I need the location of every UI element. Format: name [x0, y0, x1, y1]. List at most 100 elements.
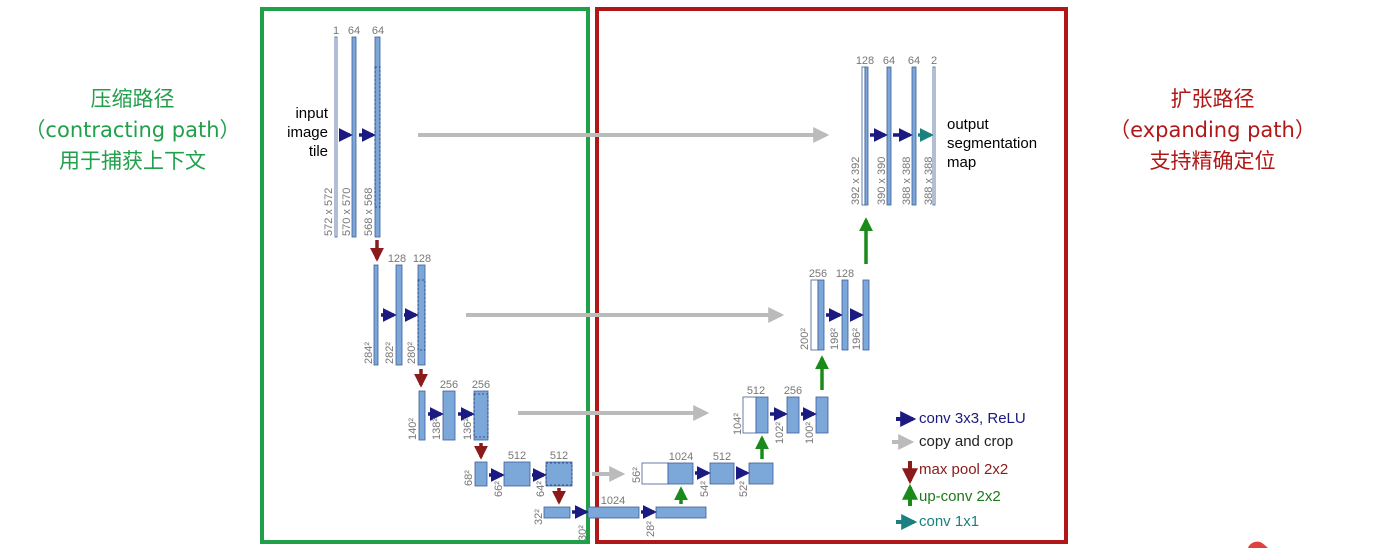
size-label: 30² [577, 525, 589, 541]
feature-map-u3-a [786, 396, 800, 434]
channel-label: 1024 [669, 451, 693, 463]
channel-label: 128 [836, 268, 854, 280]
size-label: 388 x 388 [923, 157, 935, 205]
size-label: 570 x 570 [341, 188, 353, 236]
size-label: 572 x 572 [323, 188, 335, 236]
contracting-path-frame [260, 7, 590, 544]
legend-conv-label: conv 3x3, ReLU [919, 410, 1026, 427]
size-label: 56² [631, 467, 643, 483]
size-label: 28² [645, 521, 657, 537]
feature-map-u2-copied [810, 279, 819, 351]
size-label: 64² [535, 481, 547, 497]
channel-label: 256 [809, 268, 827, 280]
channel-label: 256 [784, 385, 802, 397]
size-label: 102² [774, 422, 786, 444]
channel-label: 1024 [601, 495, 625, 507]
feature-map-u4-b [748, 462, 774, 485]
legend-pool-label: max pool 2x2 [919, 461, 1009, 478]
feature-map-u3-up [755, 396, 769, 434]
size-label: 282² [384, 342, 396, 364]
corner-mark [1248, 541, 1268, 548]
size-label: 568 x 568 [363, 188, 375, 236]
channel-labels: 1 64 64 128 128 256 256 512 512 1024 102… [333, 25, 937, 507]
legend-conv1x1-label: conv 1x1 [919, 513, 980, 530]
channel-label: 512 [747, 385, 765, 397]
feature-map-u1-up [864, 66, 869, 206]
feature-map-u4-up [667, 462, 694, 485]
channel-label: 256 [472, 379, 490, 391]
feature-map-u1-copied [861, 66, 866, 206]
size-label: 280² [406, 342, 418, 364]
feature-map-u4-copied [641, 462, 669, 485]
size-label: 100² [804, 422, 816, 444]
feature-map-l2-a [395, 264, 403, 366]
channel-label: 512 [508, 450, 526, 462]
feature-map-l3-b [473, 390, 489, 441]
feature-map-u2-up [817, 279, 825, 351]
size-label: 390 x 390 [876, 157, 888, 205]
input-line: input [295, 105, 328, 122]
feature-map-u3-copied [742, 396, 757, 434]
feature-map-bottom-b [655, 506, 707, 519]
channel-label: 128 [413, 253, 431, 265]
feature-map-bottom-pool [543, 506, 571, 519]
channel-label: 64 [908, 55, 920, 67]
input-image-tile-label: input image tile [262, 104, 328, 161]
channel-label: 128 [388, 253, 406, 265]
feature-map-u2-b [862, 279, 870, 351]
feature-map-l3-pool [418, 390, 426, 441]
size-label: 52² [738, 481, 750, 497]
legend-upconv-label: up-conv 2x2 [919, 488, 1001, 505]
expanding-path-label: 扩张路径 （expanding path） 支持精确定位 [1085, 84, 1340, 177]
contracting-path-label: 压缩路径 （contracting path） 用于捕获上下文 [10, 84, 255, 177]
size-label: 198² [829, 328, 841, 350]
expanding-title: 扩张路径 [1170, 87, 1255, 111]
feature-map-u2-a [841, 279, 849, 351]
size-label: 284² [363, 342, 375, 364]
output-segmentation-map-label: output segmentation map [947, 115, 1037, 172]
contracting-title: 压缩路径 [90, 87, 175, 111]
channel-label: 128 [856, 55, 874, 67]
feature-map-u4-a [709, 462, 735, 485]
feature-map-l2-crop [417, 279, 426, 351]
feature-map-l4-b [545, 461, 573, 487]
upconv-arrows [674, 217, 873, 504]
channel-label: 64 [348, 25, 360, 37]
feature-map-u3-b [815, 396, 829, 434]
contracting-description: 用于捕获上下文 [59, 149, 206, 173]
size-label: 388 x 388 [901, 157, 913, 205]
size-label: 66² [493, 481, 505, 497]
output-line: segmentation [947, 135, 1038, 152]
input-line: image [287, 124, 328, 141]
maxpool-arrows [370, 240, 566, 505]
size-label: 32² [533, 509, 545, 525]
channel-label: 512 [713, 451, 731, 463]
feature-map-bottom-a [587, 506, 640, 519]
size-label: 140² [407, 418, 419, 440]
feature-map-l3-a [442, 390, 456, 441]
channel-label: 1 [333, 25, 339, 37]
expanding-description: 支持精确定位 [1149, 149, 1276, 173]
expanding-path-frame [595, 7, 1068, 544]
channel-label: 512 [550, 450, 568, 462]
size-label: 104² [732, 413, 744, 435]
legend-arrows [892, 411, 918, 530]
feature-map-l2-pool [373, 264, 379, 366]
size-label: 200² [799, 328, 811, 350]
conv-arrows [338, 128, 913, 519]
channel-label: 64 [372, 25, 384, 37]
size-labels: 572 x 572 570 x 570 568 x 568 284² 282² … [323, 157, 935, 541]
size-label: 138² [431, 418, 443, 440]
input-line: tile [308, 143, 328, 160]
copy-crop-arrows [418, 127, 830, 482]
legend-copy-label: copy and crop [919, 433, 1014, 450]
output-line: output [947, 116, 989, 133]
feature-map-l4-a [503, 461, 531, 487]
size-label: 196² [851, 328, 863, 350]
contracting-subtitle: （contracting path） [24, 118, 241, 142]
expanding-subtitle: （expanding path） [1109, 118, 1316, 142]
size-label: 136² [462, 418, 474, 440]
feature-map-l1-input [334, 36, 338, 238]
output-line: map [947, 154, 977, 171]
